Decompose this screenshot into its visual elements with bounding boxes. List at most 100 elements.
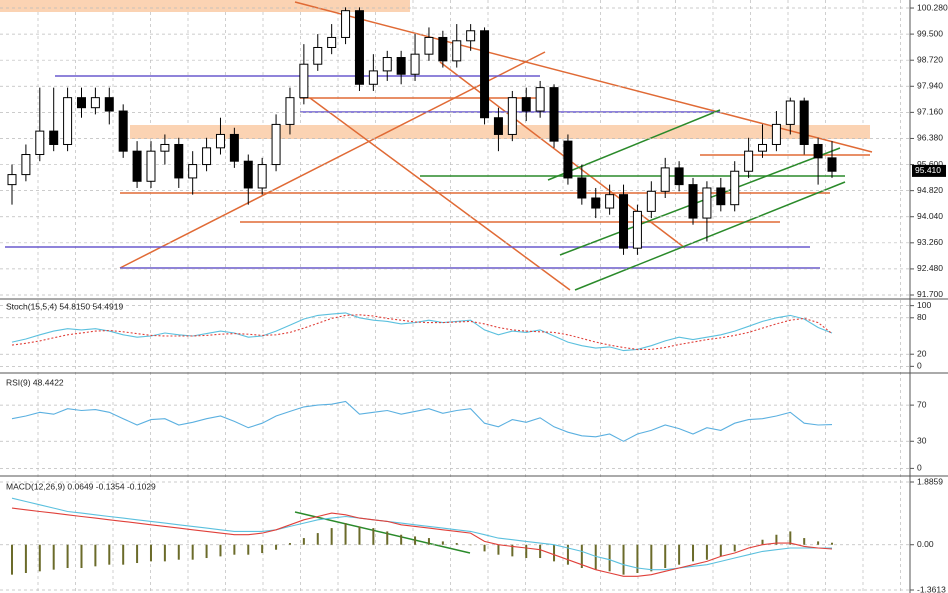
histogram-bar [636,544,639,573]
candle-body [368,70,378,85]
candle-body [507,97,517,135]
histogram-bar [205,544,208,559]
y-tick-label: 0.00 [917,539,934,549]
y-tick-label: 93.260 [917,237,943,247]
candle-body [313,46,323,65]
candle-body [7,174,17,186]
y-tick-label: 96.380 [917,133,943,143]
candle-body [285,97,295,125]
y-tick-label: 95.600 [917,159,943,169]
divergence-line [294,511,471,554]
y-tick-label: 0 [917,361,922,371]
y-tick-label: 80 [917,312,927,322]
histogram-bar [650,544,653,572]
candle-body [660,167,670,192]
candle-body [104,97,114,112]
histogram-bar [455,543,458,545]
histogram-bar [775,534,778,545]
y-tick-label: 0 [917,463,922,473]
histogram-bar [149,544,152,562]
last-price-tag [912,164,946,177]
y-tick-label: 99.500 [917,28,943,38]
histogram-bar [122,544,125,565]
histogram-bar [469,544,472,546]
candle-body [146,150,156,182]
candle-body [424,36,434,55]
candle-body [215,133,225,149]
histogram-bar [664,544,667,569]
histogram-bar [52,544,55,570]
histogram-bar [747,544,750,546]
candle-body [632,210,642,249]
histogram-bar [358,526,361,545]
candle-body [49,130,59,145]
histogram-bar [761,539,764,545]
histogram-bar [608,544,611,572]
indicator-title: Stoch(15,5,4) 54.8150 54.4919 [6,301,123,311]
candle-body [785,100,795,125]
candle-body [535,87,545,112]
candle-body [257,164,267,189]
candle-body [619,194,629,249]
histogram-bar [261,544,264,554]
histogram-bar [330,528,333,545]
indicator-line [11,314,833,350]
candle-body [354,10,364,85]
histogram-bar [288,543,291,545]
histogram-bar [400,534,403,545]
histogram-bar [386,531,389,545]
histogram-bar [831,542,833,545]
candle-body [771,123,781,145]
histogram-bar [372,528,375,545]
last-price-label: 95.410 [915,165,941,175]
candle-body [646,190,656,212]
histogram-bar [11,544,13,575]
candle-body [716,187,726,206]
histogram-bar [108,544,111,565]
histogram-bar [719,544,722,557]
histogram-bar [803,538,806,545]
candle-body [466,30,476,42]
histogram-bar [94,544,97,567]
candle-body [229,133,239,162]
candle-body [271,123,281,166]
y-tick-label: 1.8859 [917,476,943,486]
histogram-bar [692,544,695,562]
candle-body [577,177,587,199]
candle-body [688,184,698,219]
indicator-line [11,312,833,352]
histogram-bar [539,544,542,559]
trend-line [309,97,571,291]
histogram-bar [678,544,681,565]
histogram-bar [344,523,347,545]
candle-body [827,157,837,172]
histogram-bar [191,544,194,560]
histogram-bar [38,544,41,572]
candle-body [341,10,351,38]
indicator-title: MACD(12,26,9) 0.0649 -0.1354 -0.1029 [6,481,156,491]
y-tick-label: 97.940 [917,81,943,91]
candle-body [591,197,601,209]
histogram-bar [233,544,236,555]
histogram-bar [594,544,597,570]
candle-body [132,150,142,182]
histogram-bar [622,544,625,575]
candle-body [702,187,712,219]
candle-body [674,167,684,186]
y-tick-label: 20 [917,348,927,358]
candle-body [76,97,86,109]
histogram-bar [511,544,514,557]
y-tick-label: 97.160 [917,107,943,117]
y-tick-label: 94.040 [917,211,943,221]
histogram-bar [302,538,305,545]
candle-body [299,63,309,99]
candle-body [744,150,754,172]
candle-body [480,30,490,119]
indicator-line [11,497,832,571]
histogram-bar [525,544,528,559]
histogram-bar [497,544,500,555]
candle-body [243,160,253,189]
histogram-bar [817,541,820,545]
candle-body [90,97,100,109]
